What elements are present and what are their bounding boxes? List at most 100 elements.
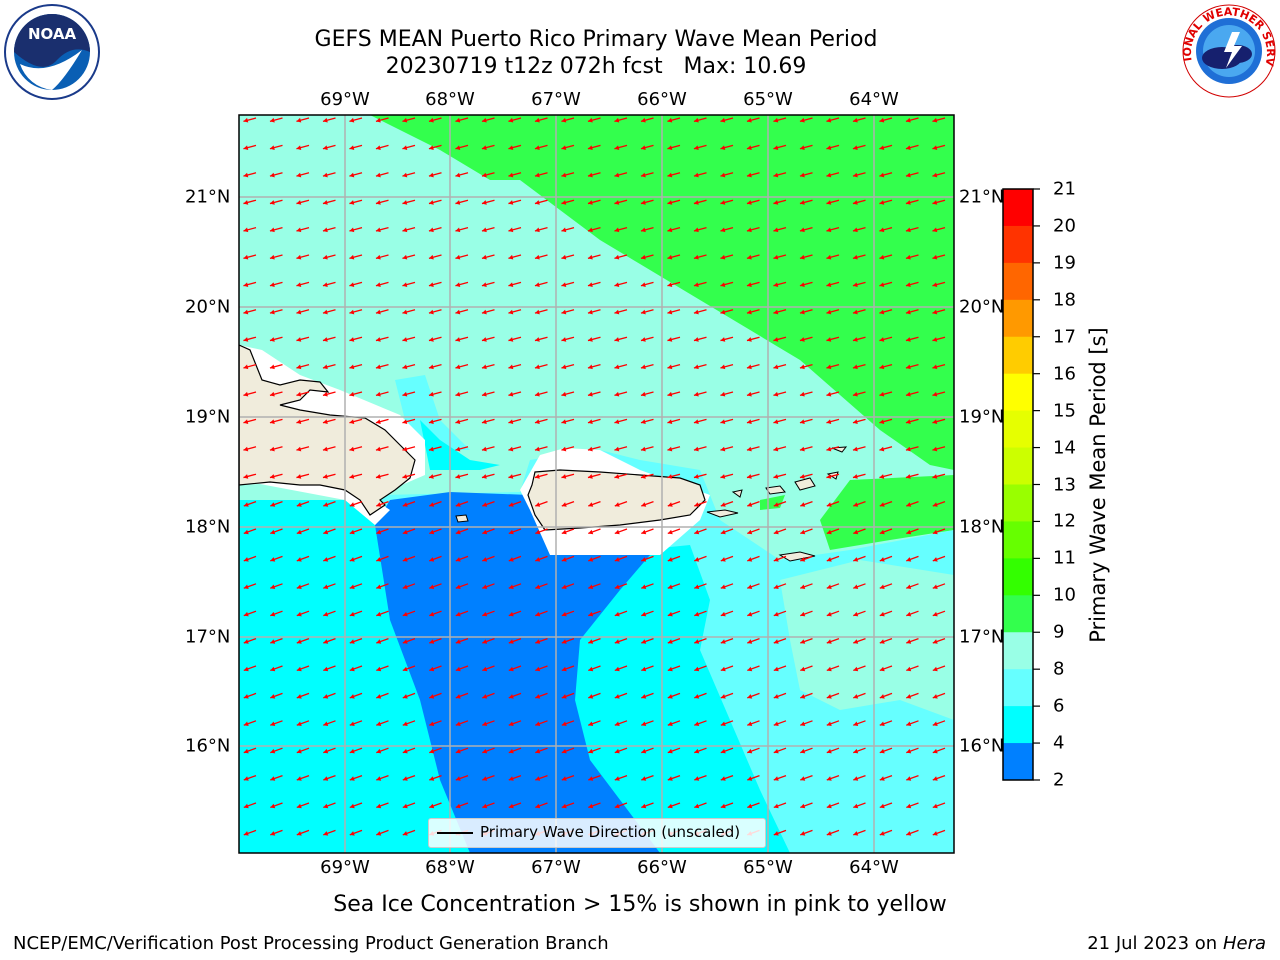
wave-arrow-head — [375, 364, 381, 370]
wave-arrow-head — [269, 474, 275, 479]
wave-arrow-head — [641, 776, 647, 781]
wave-arrow-head — [720, 803, 726, 809]
wave-arrow-head — [376, 584, 382, 589]
wave-arrow-head — [693, 282, 699, 287]
wave-arrow-head — [932, 776, 938, 781]
wave-arrow-head — [534, 364, 540, 370]
wave-arrow-head — [561, 639, 567, 644]
wave-arrow-head — [640, 145, 646, 150]
wave-arrow-head — [905, 446, 911, 452]
wave-arrow-head — [773, 557, 779, 562]
wave-arrow-head — [402, 721, 408, 726]
map-grid — [239, 115, 954, 853]
wave-arrow-head — [269, 364, 275, 370]
wave-arrow-head — [932, 337, 938, 342]
wave-arrow-head — [375, 391, 381, 397]
wave-arrow-head — [455, 172, 461, 178]
wave-arrow-head — [640, 337, 646, 342]
wave-arrow-head — [428, 474, 434, 479]
wave-arrow-head — [667, 391, 673, 397]
wave-arrow-head — [323, 748, 329, 754]
wave-arrow-head — [428, 227, 434, 233]
wave-arrow-head — [826, 474, 832, 479]
wave-arrow-head — [375, 337, 381, 342]
wave-arrow-head — [693, 254, 699, 260]
wave-arrow-head — [269, 282, 275, 287]
wave-arrow-head — [773, 172, 779, 178]
wave-arrow-head — [376, 776, 382, 781]
wave-arrow-head — [296, 446, 302, 452]
wave-arrow-head — [640, 391, 646, 397]
wave-arrow-head — [879, 419, 885, 424]
wave-arrow-head — [349, 145, 355, 150]
nws-logo: NATIONAL WEATHER SERVICE — [1180, 2, 1277, 98]
wave-arrow-head — [243, 419, 249, 424]
wave-arrow-head — [799, 419, 805, 424]
wave-arrow-head — [296, 419, 302, 424]
wave-arrow-head — [720, 666, 726, 672]
wave-arrow-head — [243, 557, 249, 562]
wave-arrow-head — [614, 309, 620, 315]
wave-arrow-head — [323, 639, 329, 644]
wave-arrow-head — [508, 803, 514, 809]
wave-arrow-head — [800, 584, 806, 589]
wave-arrow-head — [879, 611, 885, 617]
wave-arrow-head — [323, 776, 329, 781]
wave-arrow-head — [879, 776, 885, 781]
wave-arrow-head — [269, 172, 275, 178]
wave-arrow-head — [641, 803, 647, 809]
wave-arrow-head — [269, 309, 275, 315]
wave-arrow-head — [799, 337, 805, 342]
wave-arrow-head — [614, 254, 620, 260]
wave-arrow-head — [375, 227, 381, 233]
wave-arrow-head — [508, 254, 514, 260]
wave-arrow-head — [800, 502, 806, 507]
wave-arrow-head — [773, 337, 779, 342]
wave-arrow-head — [535, 694, 541, 699]
wave-arrow-head — [323, 557, 329, 562]
wave-arrow-head — [641, 611, 647, 617]
wave-arrow-head — [720, 584, 726, 589]
wave-arrow-head — [694, 584, 700, 589]
wave-arrow-head — [243, 282, 249, 287]
wave-arrow-head — [773, 200, 779, 205]
wave-arrow-head — [455, 254, 461, 260]
wave-arrow-head — [561, 474, 567, 479]
wave-arrow-head — [561, 419, 567, 424]
wave-arrow-head — [640, 419, 646, 424]
noaa-logo-text: NOAA — [28, 25, 77, 43]
wave-arrow-head — [455, 391, 461, 397]
wave-arrow-head — [428, 337, 434, 342]
wave-arrow-head — [428, 391, 434, 397]
wave-arrow-head — [694, 748, 700, 754]
wave-arrow-head — [614, 694, 620, 699]
wave-arrow-head — [826, 529, 832, 535]
wave-arrow-head — [853, 666, 859, 672]
wave-arrow-head — [773, 639, 779, 644]
wave-arrow-head — [667, 200, 673, 205]
wave-arrow-head — [640, 282, 646, 287]
wave-arrow-head — [905, 227, 911, 233]
wave-arrow-head — [561, 584, 567, 589]
wave-arrow-head — [349, 474, 355, 479]
wave-arrow-head — [906, 831, 912, 836]
wave-arrow-head — [932, 502, 938, 507]
wave-arrow-head — [693, 200, 699, 205]
wave-arrow-head — [402, 309, 408, 315]
wave-arrow-head — [269, 446, 275, 452]
wave-arrow-head — [402, 117, 408, 123]
wave-arrow-head — [349, 831, 355, 836]
wave-arrow-head — [932, 694, 938, 699]
wave-arrow-head — [587, 309, 593, 315]
wave-arrow-head — [243, 227, 249, 233]
wave-arrow-head — [296, 364, 302, 370]
wave-arrow-head — [269, 337, 275, 342]
wave-arrow-head — [905, 172, 911, 178]
wave-arrow-head — [508, 200, 514, 205]
wave-arrow-head — [852, 282, 858, 287]
wave-arrow-head — [429, 694, 435, 699]
wave-arrow-head — [720, 254, 726, 260]
wave-arrow-head — [641, 529, 647, 535]
wave-arrow-head — [508, 529, 514, 535]
wave-arrow-head — [243, 666, 249, 672]
